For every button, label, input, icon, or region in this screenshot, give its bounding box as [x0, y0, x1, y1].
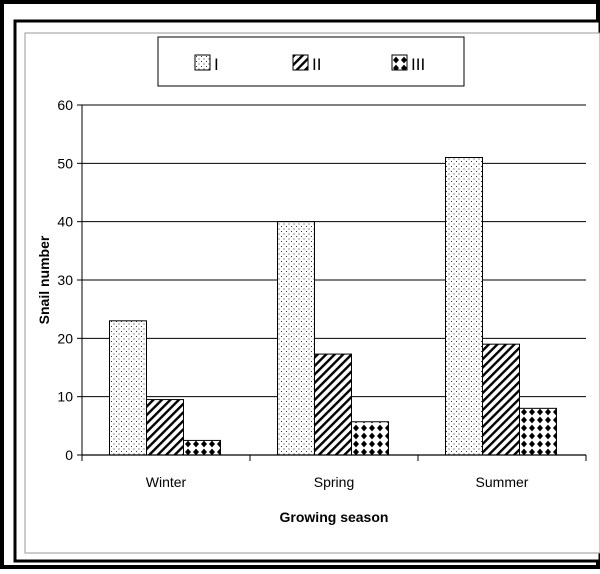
y-tick-label: 30 — [57, 272, 73, 288]
x-axis-tick-labels: Winter Spring Summer — [146, 474, 529, 490]
legend-label-III: III — [411, 55, 425, 74]
legend: I II III — [157, 36, 465, 87]
bar-I-summer — [445, 157, 483, 456]
legend-swatch-III — [391, 54, 408, 71]
bar-III-summer — [519, 407, 557, 456]
x-axis-title: Growing season — [280, 509, 389, 525]
bar-II-winter — [146, 399, 184, 456]
legend-swatch-II — [292, 54, 309, 71]
y-tick-label: 20 — [57, 330, 73, 346]
bar-I-winter — [109, 320, 147, 456]
bar-III-winter — [183, 439, 221, 456]
legend-swatch-I — [194, 54, 211, 71]
legend-label-I: I — [214, 55, 219, 74]
x-tick-label-spring: Spring — [314, 474, 354, 490]
x-tick-label-summer: Summer — [476, 474, 529, 490]
x-axis-ticks — [81, 455, 587, 461]
y-tick-label: 60 — [57, 97, 73, 113]
legend-label-II: II — [312, 55, 321, 74]
y-tick-label: 10 — [57, 389, 73, 405]
y-axis-title: Snail number — [36, 235, 52, 324]
bars — [109, 157, 557, 456]
bar-III-spring — [351, 421, 389, 456]
bar-II-spring — [314, 353, 352, 456]
bar-II-summer — [482, 343, 520, 456]
y-tick-label: 50 — [57, 155, 73, 171]
y-tick-label: 0 — [65, 447, 73, 463]
x-tick-label-winter: Winter — [146, 474, 187, 490]
y-axis-ticks: 0 10 20 30 40 50 60 — [57, 97, 82, 463]
y-tick-label: 40 — [57, 214, 73, 230]
bar-I-spring — [277, 221, 315, 456]
